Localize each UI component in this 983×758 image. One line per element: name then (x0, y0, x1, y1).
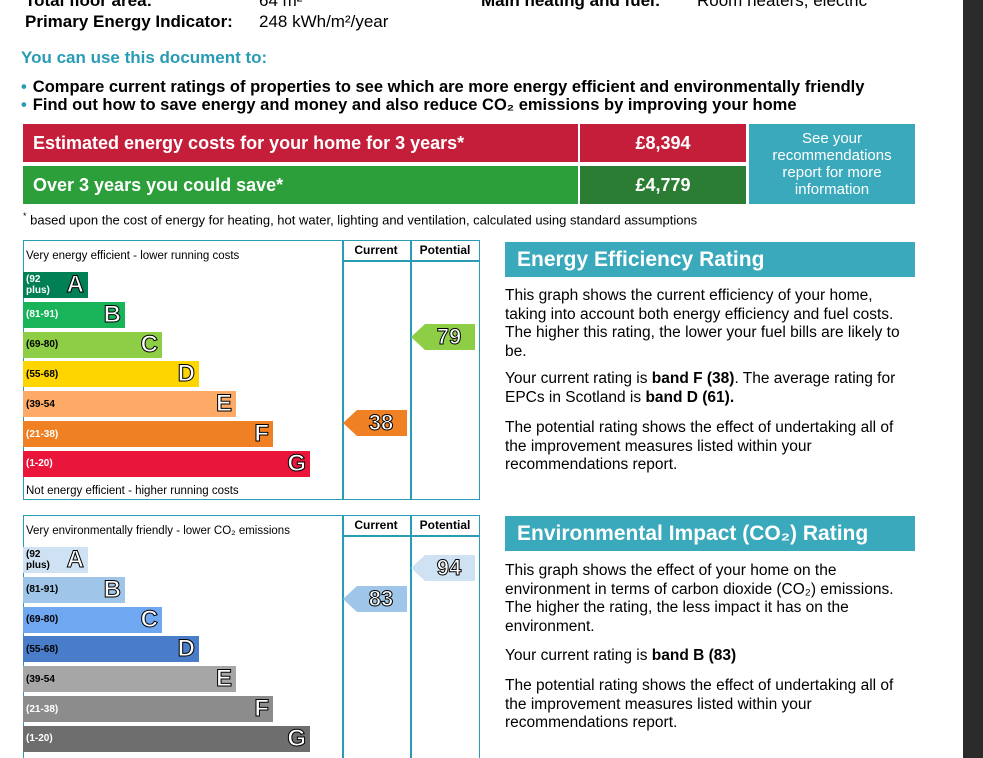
environment-band-range: (81-91) (26, 584, 59, 596)
environment-band-e: (39-54 E (23, 665, 236, 693)
environment-band-range: (55-68) (26, 643, 59, 655)
floor-area-label: Total floor area: (25, 0, 153, 10)
environment-band-letter: A (66, 546, 84, 573)
efficiency-band-letter: G (287, 449, 307, 477)
efficiency-band-range: (1-20) (26, 458, 53, 470)
environment-band-range: (92 plus) (26, 549, 50, 571)
efficiency-band-letter: A (66, 271, 84, 298)
main-heating-label: Main heating and fuel: (481, 0, 661, 10)
efficiency-band-d: (55-68) D (23, 360, 199, 388)
efficiency-title: Energy Efficiency Rating (505, 242, 915, 277)
floor-area-value: 64 m² (259, 0, 303, 10)
efficiency-band-range: (39-54 (26, 398, 55, 410)
environment-potential-divider (410, 515, 412, 758)
environment-band-b: (81-91) B (23, 575, 125, 603)
efficiency-band-range: (92 plus) (26, 274, 50, 296)
environment-band-range: (39-54 (26, 673, 55, 685)
efficiency-band-letter: B (103, 300, 121, 328)
efficiency-band-g: (1-20) G (23, 449, 310, 477)
efficiency-band-range: (21-38) (26, 428, 59, 440)
efficiency-current-arrow: 38 (343, 410, 407, 436)
uses-bullet-1-text: Compare current ratings of properties to… (32, 78, 865, 96)
estimated-costs-label: Estimated energy costs for your home for… (23, 124, 578, 162)
efficiency-band-range: (69-80) (26, 339, 59, 351)
efficiency-col-current: Current (354, 243, 398, 257)
environment-band-d: (55-68) D (23, 635, 199, 663)
efficiency-band-range: (55-68) (26, 368, 59, 380)
efficiency-band-c: (69-80) C (23, 330, 162, 358)
environment-band-letter: E (215, 665, 232, 693)
efficiency-band-letter: F (254, 420, 270, 447)
efficiency-paragraph-2: Your current rating is band F (38). The … (505, 370, 896, 406)
environment-band-letter: D (177, 635, 195, 663)
efficiency-band-letter: D (177, 360, 195, 388)
environment-current-arrow: 83 (343, 586, 407, 612)
environment-title: Environmental Impact (CO₂) Rating (505, 516, 915, 551)
efficiency-potential-arrow: 79 (411, 324, 475, 350)
estimated-costs-value: £8,394 (580, 124, 746, 162)
pei-label: Primary Energy Indicator: (25, 12, 233, 31)
pei-value: 248 kWh/m²/year (259, 12, 389, 31)
efficiency-paragraph-3: The potential rating shows the effect of… (505, 419, 894, 473)
environment-col-current: Current (354, 518, 398, 532)
environment-potential-arrow: 94 (411, 555, 475, 581)
efficiency-paragraph-1: This graph shows the current efficiency … (505, 287, 900, 360)
main-heating-value: Room heaters, electric (697, 0, 868, 10)
efficiency-band-e: (39-54 E (23, 390, 236, 418)
window-edge (963, 0, 983, 758)
environment-band-a: (92 plus) A (23, 547, 88, 573)
environment-header-line (342, 535, 480, 537)
environment-band-letter: B (103, 575, 121, 603)
environment-paragraph-1: This graph shows the effect of your home… (505, 562, 894, 635)
efficiency-bottom-label: Not energy efficient - higher running co… (26, 485, 239, 497)
environment-band-range: (21-38) (26, 703, 59, 715)
environment-band-f: (21-38) F (23, 696, 273, 722)
efficiency-potential-divider (410, 240, 412, 500)
recommendations-box: See your recommendations report for more… (749, 124, 915, 204)
environment-band-letter: G (287, 724, 307, 752)
environment-paragraph-2: Your current rating is band B (83) (505, 647, 737, 664)
uses-heading: You can use this document to: (21, 48, 268, 67)
environment-top-label: Very environmentally friendly - lower CO… (26, 525, 290, 537)
efficiency-top-label: Very energy efficient - lower running co… (26, 250, 240, 262)
efficiency-band-letter: C (140, 330, 158, 358)
efficiency-header-line (342, 260, 480, 262)
efficiency-band-range: (81-91) (26, 309, 59, 321)
efficiency-col-potential: Potential (419, 243, 471, 257)
cost-footnote: * based upon the cost of energy for heat… (23, 211, 698, 228)
savings-value: £4,779 (580, 166, 746, 204)
efficiency-band-letter: E (215, 390, 232, 418)
efficiency-band-b: (81-91) B (23, 300, 125, 328)
environment-current-divider (342, 515, 344, 758)
uses-bullet-1: • Compare current ratings of properties t… (21, 78, 865, 96)
environment-band-g: (1-20) G (23, 724, 310, 752)
environment-col-potential: Potential (419, 518, 471, 532)
environment-band-range: (69-80) (26, 614, 59, 626)
environment-band-letter: F (254, 695, 270, 722)
efficiency-band-f: (21-38) F (23, 421, 273, 447)
uses-bullet-2: • Find out how to save energy and money a… (21, 96, 797, 114)
environment-band-c: (69-80) C (23, 605, 162, 633)
uses-bullet-2-text: Find out how to save energy and money an… (32, 96, 797, 114)
savings-label: Over 3 years you could save* (23, 166, 578, 204)
efficiency-band-a: (92 plus) A (23, 272, 88, 298)
environment-band-letter: C (140, 605, 158, 633)
efficiency-current-divider (342, 240, 344, 500)
environment-band-range: (1-20) (26, 733, 53, 745)
environment-paragraph-3: The potential rating shows the effect of… (505, 677, 894, 731)
